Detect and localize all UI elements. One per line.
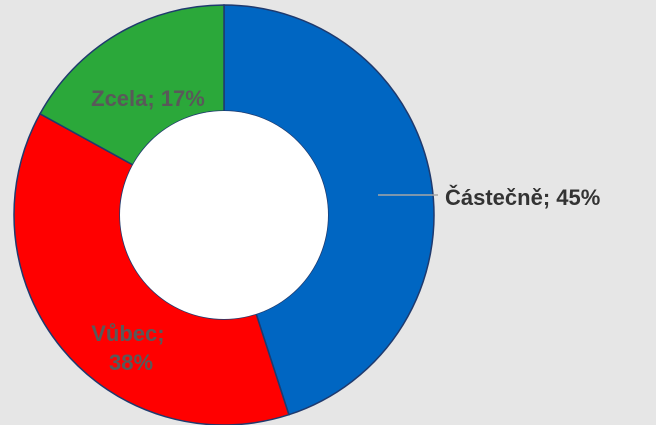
data-label-vubec-line2: 38% (109, 350, 153, 375)
data-label-vubec-line1: Vůbec; (91, 321, 164, 346)
donut-slice-vubec (13, 112, 290, 425)
data-label-vubec: Vůbec; 38% (91, 321, 170, 375)
data-label-castecne: Částečně; 45% (445, 185, 600, 210)
donut-hole (120, 111, 328, 319)
donut-slices (13, 4, 435, 425)
data-label-zcela: Zcela; 17% (91, 86, 205, 111)
